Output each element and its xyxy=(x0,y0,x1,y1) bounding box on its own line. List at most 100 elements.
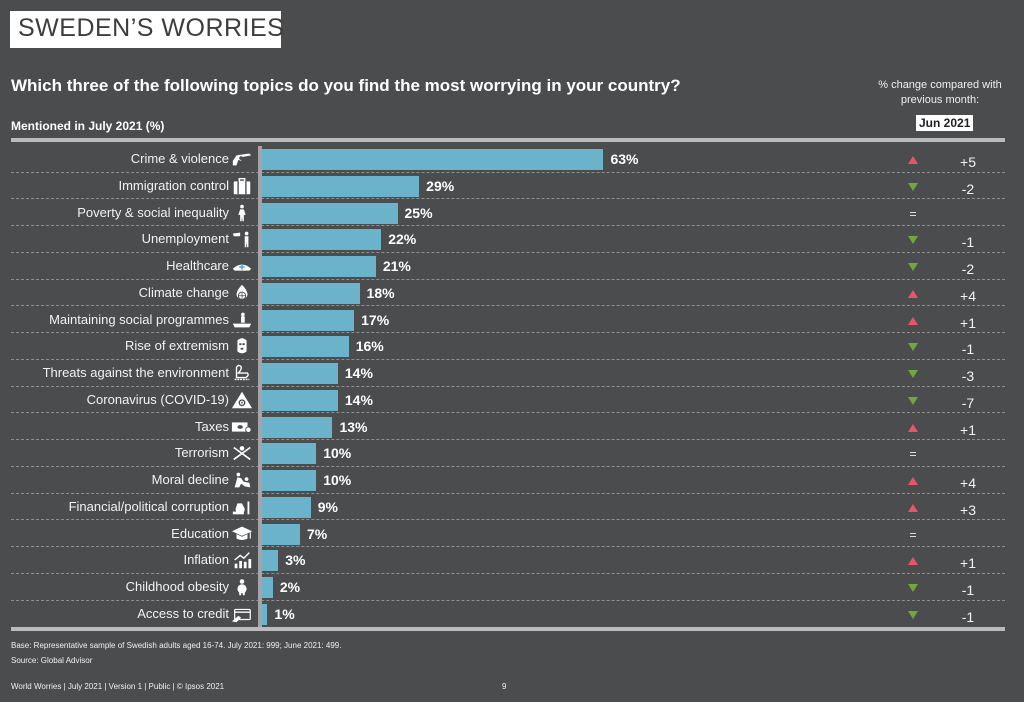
change-value: +1 xyxy=(960,555,976,572)
equal-sign-icon xyxy=(910,211,916,216)
bar-value-label: 13% xyxy=(339,418,368,435)
bar-value-label: 22% xyxy=(388,231,417,248)
change-value: -2 xyxy=(961,180,975,197)
category-label: Threats against the environment xyxy=(42,365,229,380)
chart-row: Threats against the environment 14% -3 xyxy=(11,360,1005,387)
up-arrow-icon xyxy=(908,477,918,485)
up-arrow-icon xyxy=(908,156,918,164)
category-label: Education xyxy=(171,525,229,541)
down-arrow-icon xyxy=(908,370,918,378)
category-label: Unemployment xyxy=(141,231,229,247)
bar xyxy=(262,603,268,625)
chart-row: Maintaining social programmes 17% +1 xyxy=(11,307,1005,334)
category-label: Access to credit xyxy=(137,605,229,621)
hand-holding-person-icon xyxy=(229,310,255,330)
bar xyxy=(262,363,338,384)
bar-value-label: 14% xyxy=(344,391,373,408)
equal-sign-icon xyxy=(910,452,916,457)
category-label: Taxes xyxy=(195,418,229,434)
bar-value-label: 7% xyxy=(306,525,328,542)
chart-row: Unemployment 22% -1 xyxy=(11,226,1005,253)
equal-sign-icon xyxy=(910,532,916,537)
revolver-icon xyxy=(229,149,255,169)
credit-card-icon xyxy=(229,604,255,624)
down-arrow-icon xyxy=(908,236,918,245)
change-value: -1 xyxy=(961,234,975,251)
change-value: +1 xyxy=(960,421,976,438)
down-arrow-icon xyxy=(908,396,918,405)
bar-value-label: 3% xyxy=(285,552,306,569)
graduation-cap-icon xyxy=(229,524,255,544)
chart-row: Taxes 13% +1 xyxy=(11,414,1005,441)
unemployed-person-icon xyxy=(229,229,255,249)
category-label: Moral decline xyxy=(151,472,229,487)
suitcase-icon xyxy=(229,176,255,196)
chart-subtitle: Mentioned in July 2021 (%) xyxy=(11,119,165,133)
bar-value-label: 29% xyxy=(426,177,455,194)
survey-question: Which three of the following topics do y… xyxy=(11,76,681,95)
change-value: -3 xyxy=(961,368,975,384)
bar xyxy=(262,577,273,598)
change-value: -2 xyxy=(961,261,975,277)
source-note: Source: Global Advisor xyxy=(11,656,93,665)
down-arrow-icon xyxy=(908,584,918,592)
balaclava-icon xyxy=(229,336,255,356)
down-arrow-icon xyxy=(908,610,918,619)
chart-row: Education 7% xyxy=(11,521,1005,548)
bar xyxy=(262,309,355,331)
chart-row: Climate change 18% +4 xyxy=(11,280,1005,307)
crossed-swords-icon xyxy=(229,443,255,463)
bar-value-label: 25% xyxy=(404,204,433,221)
up-arrow-icon xyxy=(908,423,918,432)
down-arrow-icon xyxy=(908,182,918,191)
chart-row: Inflation 3% +1 xyxy=(11,547,1005,574)
bar xyxy=(262,416,333,438)
top-divider xyxy=(11,138,1005,142)
burning-globe-icon xyxy=(229,283,255,303)
bar xyxy=(262,523,300,545)
chart-row: Rise of extremism 16% -1 xyxy=(11,333,1005,360)
up-arrow-icon xyxy=(908,316,918,325)
up-arrow-icon xyxy=(908,503,918,512)
bar xyxy=(262,175,420,197)
change-value: -7 xyxy=(961,394,975,411)
chart-row: Healthcare 21% -2 xyxy=(11,253,1005,280)
bar-value-label: 10% xyxy=(323,472,352,488)
page-number: 9 xyxy=(502,682,507,691)
change-value: -1 xyxy=(961,608,975,625)
bar-value-label: 10% xyxy=(323,445,352,462)
bar xyxy=(262,496,311,518)
change-value: -1 xyxy=(961,582,975,598)
base-note: Base: Representative sample of Swedish a… xyxy=(11,641,342,650)
category-label: Rise of extremism xyxy=(124,338,229,354)
up-arrow-icon xyxy=(908,557,918,566)
bar-value-label: 2% xyxy=(279,579,301,595)
obese-child-icon xyxy=(229,577,255,597)
bar-value-label: 18% xyxy=(366,284,395,301)
category-label: Terrorism xyxy=(174,445,229,461)
down-arrow-icon xyxy=(908,343,918,352)
bar-value-label: 9% xyxy=(317,498,338,515)
bar-value-label: 17% xyxy=(361,311,390,328)
bar xyxy=(262,443,317,465)
bar-value-label: 16% xyxy=(355,338,384,355)
up-arrow-icon xyxy=(908,289,918,298)
bar-value-label: 21% xyxy=(382,258,411,274)
fighting-people-icon xyxy=(229,470,255,490)
bar xyxy=(262,149,604,170)
page-title: SWEDEN’S WORRIES xyxy=(18,14,285,42)
bar xyxy=(262,336,349,358)
change-note: % change compared with previous month: xyxy=(878,79,1002,106)
change-value: +5 xyxy=(960,154,976,170)
change-value: +4 xyxy=(960,287,976,304)
category-label: Financial/political corruption xyxy=(68,498,229,514)
bar-value-label: 1% xyxy=(274,605,295,622)
bar xyxy=(262,202,398,224)
title-box: SWEDEN’S WORRIES xyxy=(10,11,285,48)
bar xyxy=(262,470,317,491)
bar-value-label: 14% xyxy=(344,365,373,381)
category-label: Healthcare xyxy=(166,258,229,273)
chart-row: Terrorism 10% xyxy=(11,440,1005,467)
chart-row: Crime & violence 63% +5 xyxy=(11,146,1005,173)
category-label: Inflation xyxy=(183,552,229,568)
